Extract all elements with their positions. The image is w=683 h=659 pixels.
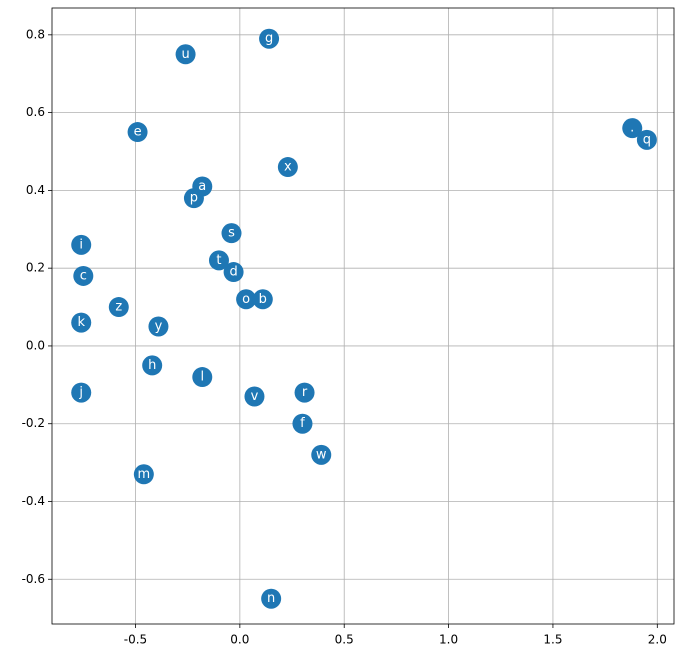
point-label: d: [229, 265, 237, 280]
point-label: l: [200, 370, 204, 385]
y-tick-label: 0.4: [26, 183, 45, 197]
point: [142, 355, 163, 376]
point-label: .: [630, 121, 634, 136]
point: [311, 444, 332, 465]
point-label: v: [251, 389, 259, 404]
point-label: u: [181, 47, 189, 62]
plot-area: [52, 8, 674, 624]
y-tick-label: -0.6: [22, 572, 45, 586]
point: [221, 223, 242, 244]
point-label: r: [302, 385, 308, 400]
point-label: f: [300, 416, 305, 431]
point: [148, 316, 169, 337]
point: [71, 312, 92, 333]
x-tick-label: -0.5: [124, 633, 147, 647]
point: [108, 297, 129, 318]
y-tick-label: 0.6: [26, 105, 45, 119]
point-label: s: [228, 226, 235, 241]
point: [71, 382, 92, 403]
point-label: p: [190, 191, 198, 206]
x-tick-label: 0.5: [335, 633, 354, 647]
plot-frame: [51, 7, 675, 625]
point: [208, 250, 229, 271]
point: [133, 464, 154, 485]
y-tick-label: -0.2: [22, 416, 45, 430]
point-label: y: [155, 319, 163, 334]
point-label: c: [80, 268, 87, 283]
point-label: b: [259, 292, 267, 307]
point: [622, 118, 643, 139]
point-label: n: [267, 591, 275, 606]
point-label: h: [148, 358, 156, 373]
point: [236, 289, 257, 310]
point: [175, 44, 196, 65]
point-label: w: [316, 447, 327, 462]
y-tick-label: 0.0: [26, 338, 45, 352]
x-tick-label: 1.0: [439, 633, 458, 647]
y-tick-label: 0.8: [26, 27, 45, 41]
point-label: a: [198, 179, 206, 194]
point-label: t: [216, 253, 221, 268]
point: [192, 367, 213, 388]
point: [259, 28, 280, 49]
point: [261, 588, 282, 609]
point: [252, 289, 273, 310]
point: [636, 129, 657, 150]
point-label: j: [78, 385, 83, 400]
point-label: e: [134, 125, 142, 140]
point: [294, 382, 315, 403]
point-label: x: [284, 160, 292, 175]
x-tick-label: 2.0: [648, 633, 667, 647]
y-tick-label: -0.4: [22, 494, 45, 508]
x-tick-label: 0.0: [230, 633, 249, 647]
point: [127, 122, 148, 143]
point-label: k: [77, 315, 85, 330]
point: [73, 265, 94, 286]
x-tick-label: 1.5: [543, 633, 562, 647]
point: [223, 262, 244, 283]
point: [277, 157, 298, 178]
point-label: q: [643, 132, 651, 147]
y-tick-label: 0.2: [26, 261, 45, 275]
point: [183, 188, 204, 209]
point-label: m: [138, 467, 151, 482]
point-label: g: [265, 31, 273, 46]
point-label: i: [79, 237, 83, 252]
point: [244, 386, 265, 407]
point-label: o: [242, 292, 250, 307]
point: [292, 413, 313, 434]
point-label: z: [115, 300, 122, 315]
point: [71, 234, 92, 255]
